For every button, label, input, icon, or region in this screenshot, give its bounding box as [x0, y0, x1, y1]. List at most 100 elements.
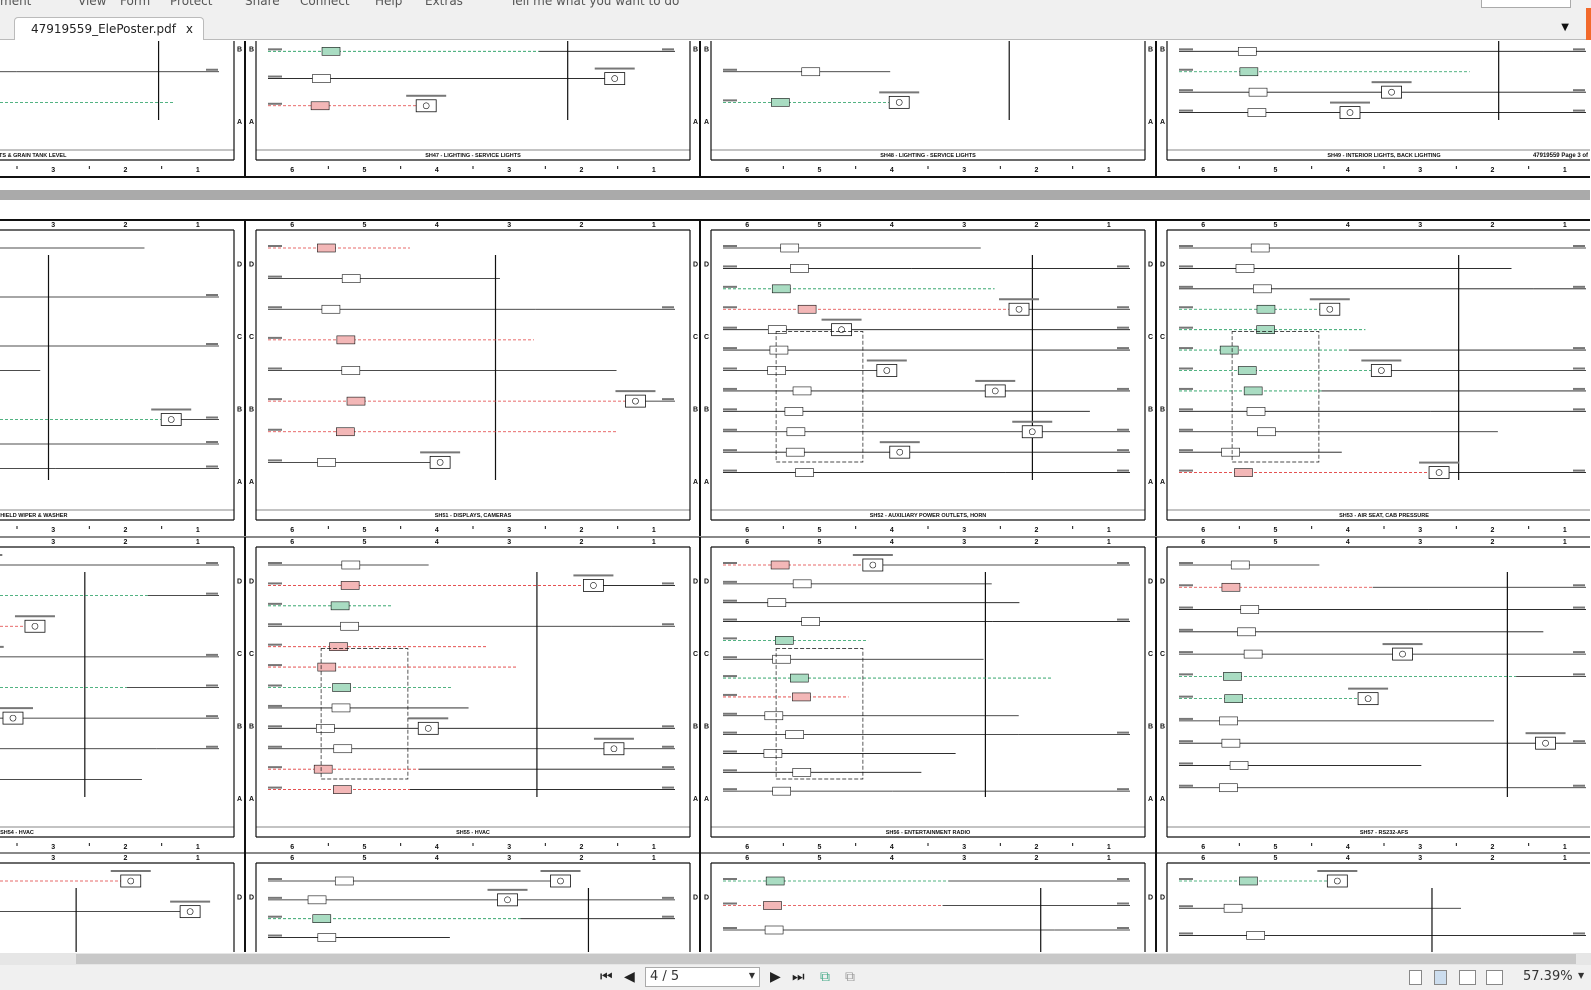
grid-row-label: B [1160, 46, 1165, 53]
chevron-down-icon[interactable]: ▼ [748, 971, 755, 980]
component-label [420, 451, 461, 454]
menu-item[interactable]: Form [120, 0, 151, 8]
previous-view-icon[interactable]: ⧉ [820, 969, 830, 985]
facing-view-icon[interactable] [1459, 970, 1476, 985]
component [876, 364, 898, 377]
previous-page-button[interactable]: ◀ [624, 969, 635, 985]
component [120, 874, 142, 888]
menu-item[interactable]: View [78, 0, 107, 8]
component [2, 711, 24, 725]
wire-label [1117, 562, 1129, 564]
connector [1247, 108, 1267, 117]
menu-item[interactable]: Help [375, 0, 403, 8]
tell-me-search[interactable]: Tell me what you want to do [510, 0, 680, 8]
wire-label [268, 367, 282, 370]
wire-label [268, 428, 282, 431]
grid-column-label: 6 [745, 539, 749, 546]
grid-column-label: 1 [196, 167, 200, 174]
component [984, 384, 1006, 398]
last-page-button[interactable]: ⏭ [792, 969, 805, 985]
wire-label [268, 786, 282, 789]
wire-label [723, 306, 737, 309]
grid-column-label: 6 [745, 844, 749, 851]
grid-column-label: 4 [1346, 844, 1350, 851]
first-page-button[interactable]: ⏮ [600, 969, 613, 985]
wire-label [1179, 408, 1193, 411]
connector [346, 396, 366, 406]
zoom-dropdown-icon[interactable]: ▼ [1578, 971, 1585, 980]
grid-column-label: 1 [652, 855, 656, 862]
grid-row-label: A [1148, 479, 1153, 486]
close-tab-icon[interactable]: x [185, 22, 193, 36]
component [1357, 692, 1379, 706]
wire-label [268, 102, 282, 105]
next-page-button[interactable]: ▶ [770, 969, 781, 985]
wire-label [268, 766, 282, 769]
wire-label [1573, 89, 1585, 92]
menu-item[interactable]: Protect [170, 0, 213, 8]
grid-column-label: 6 [1201, 539, 1205, 546]
grid-column-label: 5 [818, 167, 822, 174]
wire-label [1573, 48, 1585, 51]
schematic-sheet: 3 3 2 2 1 1 D C B A ...RS, WINDSHIELD WIPER & WASH… [0, 222, 242, 534]
grid-column-label: 5 [1274, 222, 1278, 229]
grid-column-label: 3 [962, 167, 966, 174]
connector [330, 601, 350, 611]
wire-label [723, 675, 737, 678]
page-number-input[interactable]: 4 / 5 ▼ [645, 967, 760, 987]
menu-item[interactable]: Extras [425, 0, 463, 8]
connector [1237, 47, 1257, 56]
component [24, 619, 46, 633]
connector [795, 468, 814, 477]
continuous-facing-view-icon[interactable] [1486, 970, 1503, 985]
connector [1248, 87, 1268, 97]
component [888, 95, 910, 109]
grid-row-label: D [1148, 578, 1153, 585]
single-page-view-icon[interactable] [1409, 970, 1422, 985]
wire-label [1179, 367, 1193, 370]
wire-label [723, 387, 737, 390]
grid-row-label: D [693, 261, 698, 268]
search-field[interactable] [1481, 0, 1571, 8]
wire-label [268, 306, 282, 309]
component-symbol [883, 367, 891, 374]
sheet-title: SH49 - INTERIOR LIGHTS, BACK LIGHTING [1327, 153, 1440, 159]
next-view-icon[interactable]: ⧉ [845, 969, 855, 985]
wire-label [1117, 878, 1129, 880]
connector [785, 730, 804, 739]
wire-label [723, 367, 737, 370]
wire-label [268, 745, 282, 748]
grid-row-label: A [704, 119, 709, 126]
wire-label [662, 623, 674, 626]
horizontal-scrollbar[interactable] [0, 953, 1591, 965]
component-label [594, 67, 635, 70]
connector [1253, 284, 1272, 294]
component [831, 323, 852, 337]
document-viewport[interactable]: 3 2 1 B A ...CON LIGHTS & GRAIN TANK LEVEL 6 5 4… [0, 40, 1591, 953]
wire-label [1179, 878, 1193, 880]
zoom-level[interactable]: 57.39% [1523, 969, 1573, 984]
component-symbol [590, 582, 597, 589]
tab-document[interactable]: 47919559_ElePoster.pdf x [14, 17, 204, 40]
grid-column-label: 2 [1491, 539, 1495, 546]
continuous-view-icon[interactable] [1434, 970, 1447, 985]
connector [1243, 386, 1263, 396]
grid-row-label: B [704, 723, 709, 730]
module-outline [775, 648, 864, 780]
connector [334, 876, 354, 886]
connector [763, 901, 782, 910]
component-label [1348, 687, 1389, 690]
wire-label [723, 245, 737, 247]
grid-column-label: 4 [1346, 167, 1350, 174]
scrollbar-thumb[interactable] [76, 954, 1576, 964]
menu-item[interactable]: Connect [300, 0, 350, 8]
menu-item[interactable]: ment [0, 0, 32, 8]
grid-column-label: 5 [1274, 167, 1278, 174]
grid-column-label: 6 [290, 855, 294, 862]
component-symbol [1542, 739, 1549, 747]
schematic-sheet: 6 5 4 3 2 1 D D [699, 853, 1153, 952]
tab-list-dropdown-icon[interactable]: ▼ [1561, 22, 1569, 33]
grid-column-label: 4 [1346, 539, 1350, 546]
connector [1234, 468, 1253, 477]
menu-item[interactable]: Share [245, 0, 280, 8]
